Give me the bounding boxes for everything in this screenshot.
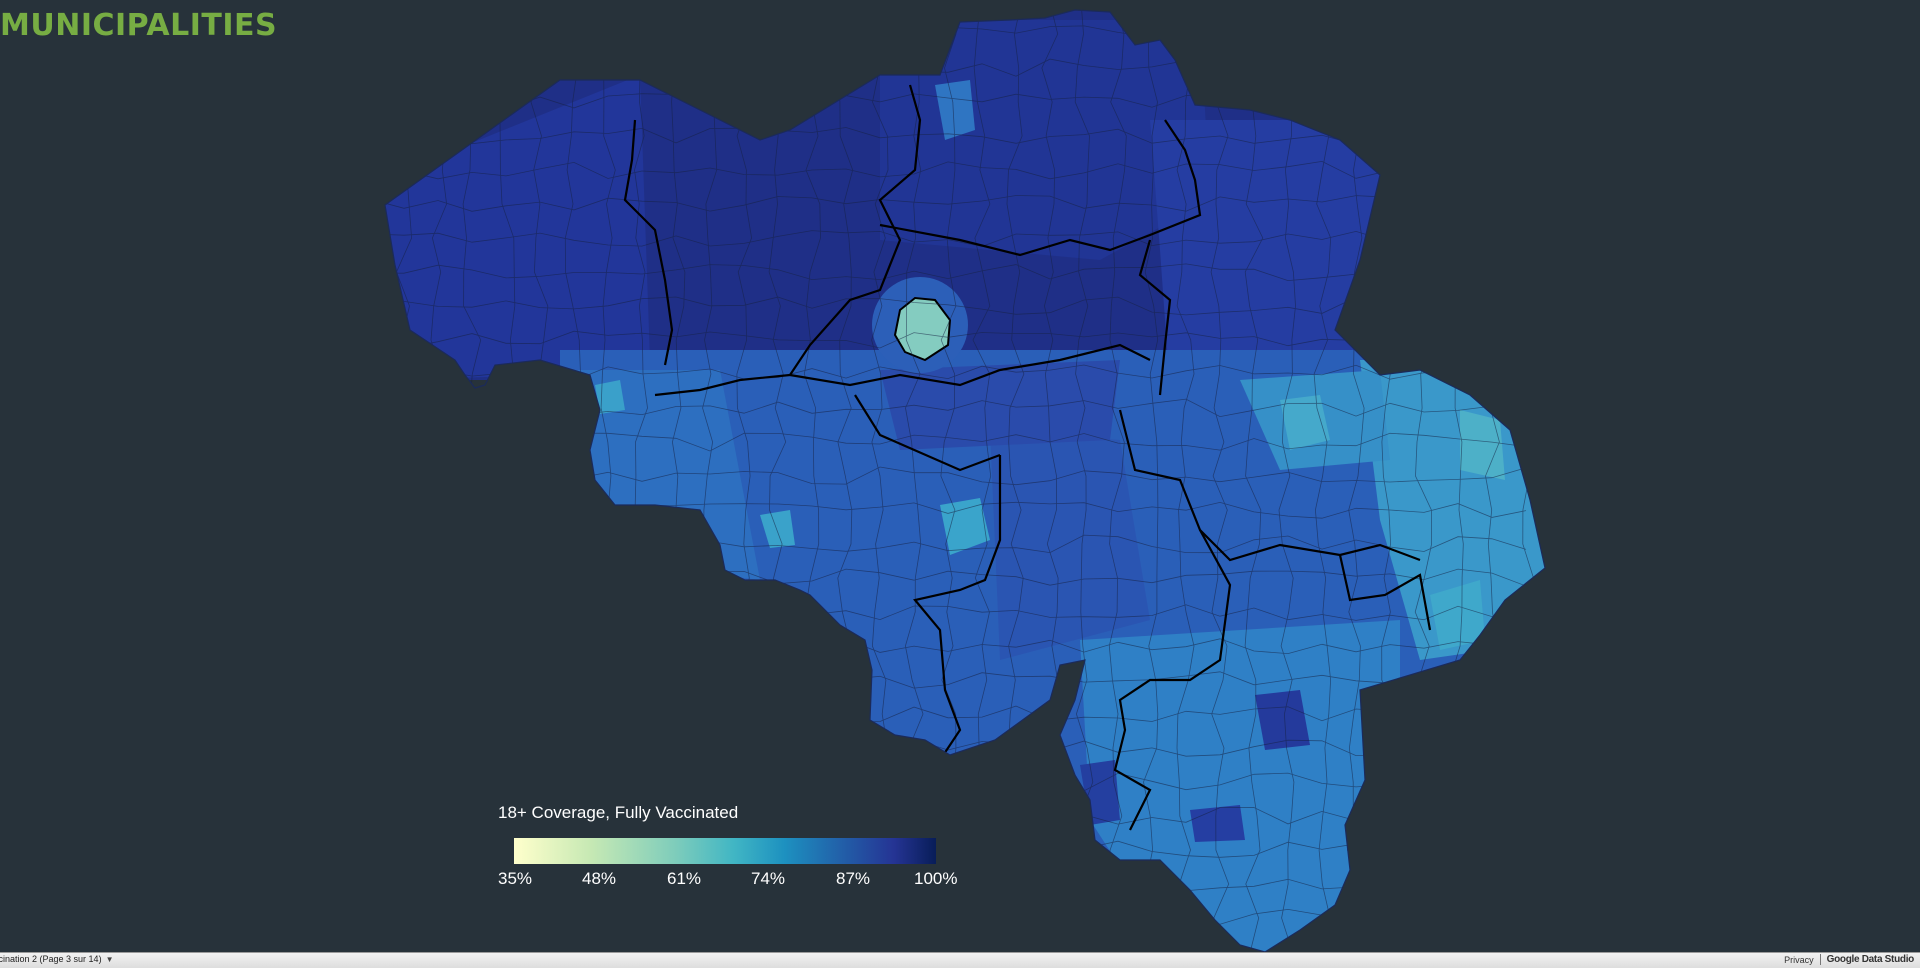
page-title: MUNICIPALITIES bbox=[0, 8, 278, 43]
municipality-boundary-line bbox=[385, 330, 1527, 349]
report-footer: ccination 2 (Page 3 sur 14) ▼ Privacy Go… bbox=[0, 952, 1920, 968]
municipality-boundary-line bbox=[385, 296, 1527, 316]
municipality-boundary-line bbox=[1346, 10, 1365, 952]
legend-ticks: 35% 48% 61% 74% 87% 100% bbox=[498, 869, 968, 889]
municipality-boundary-line bbox=[1074, 10, 1094, 952]
municipality-boundary-line bbox=[385, 908, 1527, 927]
municipality-light-7[interactable] bbox=[1430, 580, 1485, 650]
municipality-boundary-line bbox=[1313, 10, 1332, 952]
municipality-boundary-line bbox=[361, 0, 378, 952]
municipality-dark-1[interactable] bbox=[1255, 690, 1310, 750]
footer-right: Privacy Google Data Studio bbox=[1784, 954, 1914, 965]
municipality-boundary-line bbox=[1278, 10, 1298, 952]
municipality-boundary-line bbox=[385, 263, 1527, 282]
west-flanders-region[interactable] bbox=[380, 75, 650, 380]
municipality-boundary-line bbox=[370, 0, 1526, 9]
municipality-boundary-line bbox=[385, 195, 1527, 212]
municipality-boundary-line bbox=[385, 25, 1527, 43]
municipality-boundary-line bbox=[394, 10, 414, 952]
province-borders bbox=[623, 84, 1432, 831]
municipality-boundary-line bbox=[385, 127, 1527, 145]
brussels-region[interactable] bbox=[893, 296, 952, 362]
color-legend: 18+ Coverage, Fully Vaccinated 35% 48% 6… bbox=[498, 803, 968, 898]
antwerp-region[interactable] bbox=[880, 20, 1210, 260]
legend-tick: 100% bbox=[914, 869, 958, 888]
municipality-boundary-line bbox=[1244, 10, 1264, 952]
municipality-boundary-line bbox=[1176, 10, 1195, 952]
legend-tick: 48% bbox=[582, 869, 617, 888]
municipality-boundary-line bbox=[385, 943, 1527, 952]
municipality-light-4[interactable] bbox=[595, 380, 625, 414]
municipality-dark-3[interactable] bbox=[1190, 805, 1245, 842]
legend-tick: 35% bbox=[498, 869, 533, 888]
page-navigator[interactable]: ccination 2 (Page 3 sur 14) ▼ bbox=[0, 954, 113, 964]
chevron-down-icon[interactable]: ▼ bbox=[105, 954, 114, 964]
east-cantons[interactable] bbox=[1360, 360, 1560, 660]
municipality-light-6[interactable] bbox=[1460, 410, 1505, 480]
legend-tick: 61% bbox=[667, 869, 702, 888]
municipality-boundary-line bbox=[385, 230, 1526, 247]
legend-gradient-bar bbox=[514, 838, 936, 864]
brand-logo[interactable]: Google Data Studio bbox=[1826, 954, 1915, 965]
legend-tick: 87% bbox=[836, 869, 871, 888]
municipality-boundary-line bbox=[428, 10, 448, 952]
municipality-light-5[interactable] bbox=[935, 80, 975, 140]
privacy-link[interactable]: Privacy bbox=[1784, 954, 1814, 965]
legend-tick: 74% bbox=[751, 869, 786, 888]
legend-title: 18+ Coverage, Fully Vaccinated bbox=[498, 803, 739, 822]
footer-divider bbox=[1819, 954, 1821, 965]
municipality-boundary-line bbox=[385, 160, 1527, 180]
municipality-boundary-line bbox=[1108, 10, 1127, 952]
page-label: ccination 2 (Page 3 sur 14) bbox=[0, 954, 102, 964]
namur-region[interactable] bbox=[990, 430, 1150, 660]
luxembourg-region[interactable] bbox=[1080, 620, 1400, 952]
country-outline bbox=[384, 9, 1546, 952]
municipality-boundary-line bbox=[1210, 10, 1230, 952]
municipality-light-2[interactable] bbox=[760, 510, 795, 548]
